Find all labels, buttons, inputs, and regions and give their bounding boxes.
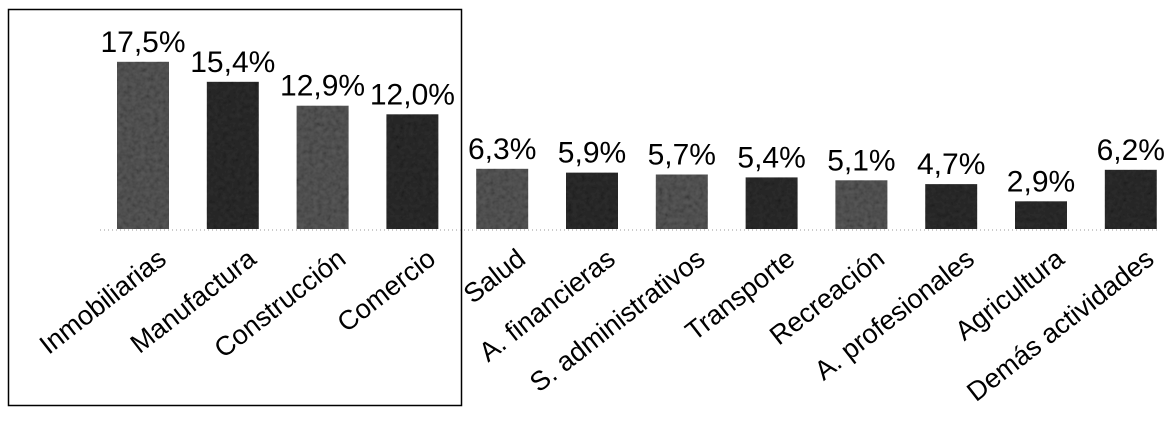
- highlight-box: [7, 8, 463, 407]
- value-label-10: 2,9%: [1007, 165, 1075, 198]
- value-label-1: 15,4%: [190, 46, 275, 79]
- value-label-0: 17,5%: [100, 26, 185, 59]
- bar-8: [835, 180, 888, 229]
- bar-11: [1104, 169, 1157, 229]
- bar-7: [745, 177, 798, 229]
- bar-4: [476, 168, 529, 229]
- value-label-6: 5,7%: [648, 139, 716, 172]
- value-label-8: 5,1%: [827, 144, 895, 177]
- bar-2: [296, 105, 349, 229]
- value-label-7: 5,4%: [737, 141, 805, 174]
- value-label-2: 12,9%: [280, 70, 365, 103]
- bar-10: [1015, 201, 1067, 229]
- category-label-4: Salud: [458, 243, 531, 309]
- bar-0: [117, 61, 169, 229]
- bar-1: [206, 81, 259, 229]
- bar-5: [566, 172, 618, 229]
- value-label-3: 12,0%: [370, 78, 455, 111]
- value-label-9: 4,7%: [917, 148, 985, 181]
- category-label-9: A. profesionales: [809, 243, 980, 386]
- value-label-4: 6,3%: [468, 133, 536, 166]
- bar-9: [925, 184, 978, 229]
- category-label-3: Comercio: [332, 243, 442, 338]
- bar-6: [655, 174, 708, 229]
- bar-3: [386, 114, 439, 229]
- value-label-5: 5,9%: [558, 137, 626, 170]
- value-label-11: 6,2%: [1097, 134, 1165, 167]
